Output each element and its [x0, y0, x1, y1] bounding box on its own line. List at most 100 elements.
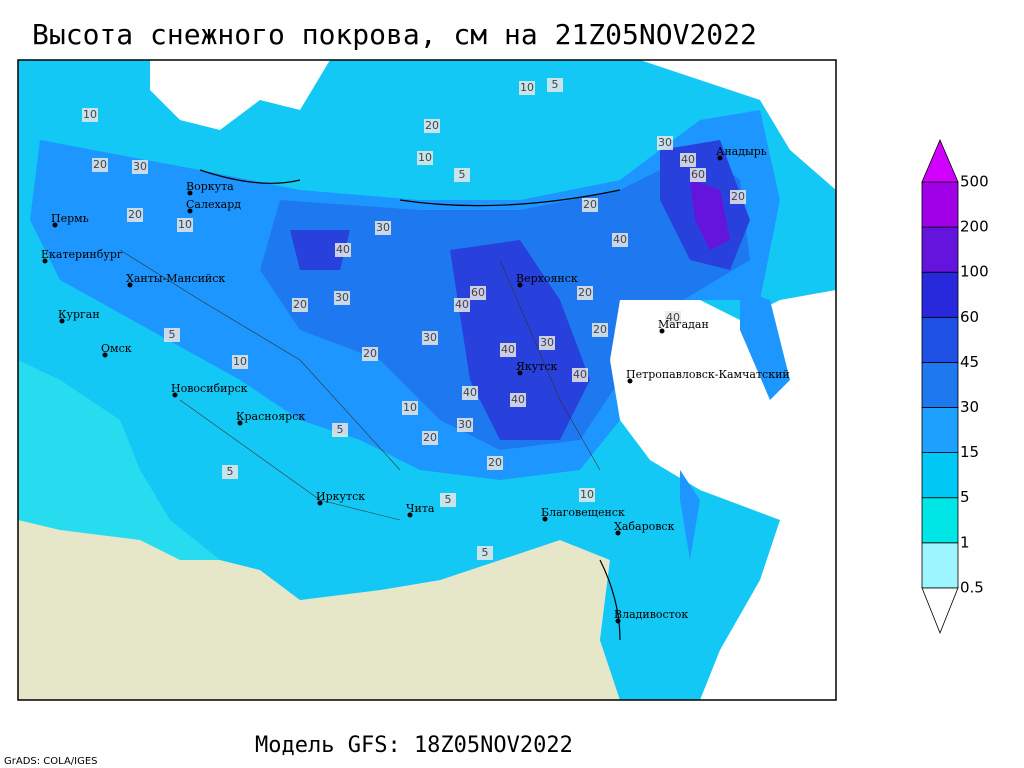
contour-label: 40 — [681, 153, 695, 166]
contour-label-box — [462, 386, 478, 400]
contour-label-box — [417, 151, 433, 165]
contour-label: 60 — [471, 286, 485, 299]
contour-label-box — [454, 298, 470, 312]
open-sea — [150, 60, 836, 190]
city-label: Петропавловск-Камчатский — [626, 368, 790, 381]
colorbar-label: 60 — [960, 308, 979, 326]
contour-label: 5 — [482, 546, 489, 559]
contour-label: 20 — [488, 456, 502, 469]
city-label: Пермь — [51, 212, 89, 225]
contour-label: 20 — [578, 286, 592, 299]
city-label: Анадырь — [716, 145, 767, 158]
city-dot — [317, 500, 323, 506]
city-label: Владивосток — [614, 608, 688, 621]
contour-label-box — [579, 488, 595, 502]
contour-label: 5 — [552, 78, 559, 91]
contour-label: 20 — [293, 298, 307, 311]
contour-label: 20 — [93, 158, 107, 171]
city-dot — [127, 282, 133, 288]
contour-label: 40 — [336, 243, 350, 256]
contour-label: 20 — [731, 190, 745, 203]
contour-label: 40 — [501, 343, 515, 356]
contour-label: 30 — [376, 221, 390, 234]
contour-label-box — [454, 168, 470, 182]
contour-label-box — [422, 431, 438, 445]
city-dot — [659, 328, 665, 334]
city-label: Омск — [101, 342, 132, 355]
credit: GrADS: COLA/IGES — [4, 756, 98, 767]
contour-label: 60 — [691, 168, 705, 181]
snow-45 — [290, 140, 750, 440]
city-dot — [517, 282, 523, 288]
map-title: Высота снежного покрова, см на 21Z05NOV2… — [32, 18, 757, 51]
contour-label-box — [457, 418, 473, 432]
contour-label: 5 — [169, 328, 176, 341]
colorbar-segment — [921, 452, 959, 499]
map-frame — [17, 59, 837, 701]
coastline — [199, 169, 621, 641]
contour-label: 5 — [227, 465, 234, 478]
contour-label: 20 — [583, 198, 597, 211]
contour-label: 30 — [540, 336, 554, 349]
city-dot — [172, 392, 178, 398]
city-dot — [517, 370, 523, 376]
contour-label-box — [657, 136, 673, 150]
contour-label: 40 — [463, 386, 477, 399]
city-label: Благовещенск — [541, 506, 625, 519]
contour-label-box — [612, 233, 628, 247]
contour-label-box — [547, 78, 563, 92]
city-dot — [187, 208, 193, 214]
city-label: Салехард — [186, 198, 241, 211]
city-dot — [542, 516, 548, 522]
contour-label: 30 — [335, 291, 349, 304]
contour-label-box — [402, 401, 418, 415]
city-dot — [407, 512, 413, 518]
contour-label-box — [232, 355, 248, 369]
colorbar-segment — [921, 138, 959, 183]
contour-label: 10 — [520, 81, 534, 94]
contour-label: 10 — [418, 151, 432, 164]
contour-label: 40 — [511, 393, 525, 406]
contour-label-box — [332, 423, 348, 437]
contour-label: 10 — [83, 108, 97, 121]
contour-label: 30 — [423, 331, 437, 344]
colorbar-segment — [921, 226, 959, 273]
contour-label-box — [164, 328, 180, 342]
contour-label-box — [477, 546, 493, 560]
borders — [119, 249, 601, 521]
city-dot — [59, 318, 65, 324]
contour-label: 20 — [128, 208, 142, 221]
city-dot — [615, 530, 621, 536]
colorbar-label: 45 — [960, 353, 979, 371]
contour-label-box — [222, 465, 238, 479]
contour-label: 10 — [233, 355, 247, 368]
colorbar-segment — [921, 361, 959, 408]
city-label: Якутск — [516, 360, 557, 373]
colorbar-label: 5 — [960, 488, 970, 506]
contour-label-box — [440, 493, 456, 507]
contour-label-box — [422, 331, 438, 345]
colorbar-segment — [921, 181, 959, 228]
contour-label-box — [572, 368, 588, 382]
colorbar-label: 1 — [960, 533, 970, 551]
contour-label-box — [500, 343, 516, 357]
colorbar-segment — [921, 542, 959, 589]
city-label: Хабаровск — [614, 520, 675, 533]
contour-label-box — [730, 190, 746, 204]
contour-label: 10 — [580, 488, 594, 501]
contour-label-box — [82, 108, 98, 122]
contour-label-box — [424, 119, 440, 133]
contour-label-box — [292, 298, 308, 312]
contour-label-box — [665, 311, 681, 325]
city-dot — [615, 618, 621, 624]
contour-label: 10 — [178, 218, 192, 231]
contour-label-box — [577, 286, 593, 300]
colorbar-label: 15 — [960, 443, 979, 461]
colorbar-segment — [921, 407, 959, 453]
colorbar-segment — [921, 271, 959, 318]
contour-label: 20 — [423, 431, 437, 444]
